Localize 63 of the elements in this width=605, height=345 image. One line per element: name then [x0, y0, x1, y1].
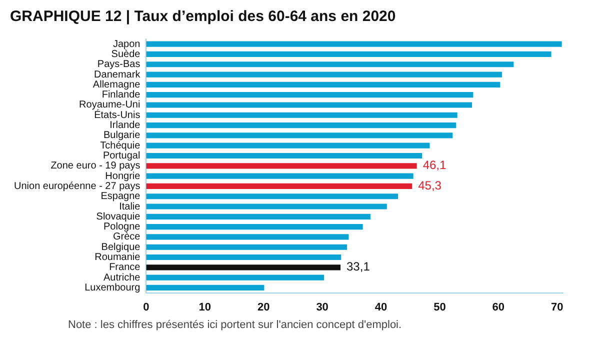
data-label: 46,1 — [422, 158, 447, 172]
y-tick-label: Irlande — [110, 120, 141, 132]
y-tick-label: États-Unis — [94, 108, 140, 121]
y-tick-label: Pays-Bas — [97, 59, 140, 70]
y-tick-label: Portugal — [102, 150, 140, 162]
bar — [146, 204, 387, 210]
bar — [146, 284, 264, 291]
x-tick-label: 50 — [434, 301, 446, 314]
x-tick-label: 60 — [492, 301, 505, 314]
bar — [146, 82, 500, 88]
text: Note : les chiffres présentés ici portent sur l'ancien concept d'emploi. — [68, 319, 403, 331]
x-tick-label: 70 — [551, 301, 564, 314]
y-tick-label: France — [109, 262, 141, 274]
bar — [146, 224, 363, 230]
x-tick-label: 30 — [316, 301, 328, 314]
bar — [146, 112, 458, 118]
y-tick-label: Allemagne — [92, 79, 141, 90]
y-tick-label: Royaume-Uni — [79, 100, 140, 111]
data-label: 45,3 — [418, 178, 442, 193]
bar — [146, 102, 472, 108]
bar — [146, 214, 370, 220]
y-tick-label: Danemark — [94, 69, 142, 80]
y-tick-label: Espagne — [100, 191, 141, 202]
y-tick-label: Finlande — [102, 90, 141, 101]
x-tick-label: 20 — [257, 301, 270, 314]
bar — [146, 142, 430, 148]
bar — [146, 152, 422, 159]
bar — [146, 122, 456, 128]
bar — [146, 234, 349, 240]
y-tick-label: Luxembourg — [84, 282, 140, 294]
bar — [146, 254, 342, 260]
y-tick-label: Union européenne - 27 pays — [14, 180, 140, 192]
x-tick-label: 10 — [198, 301, 212, 314]
y-tick-label: Roumanie — [94, 252, 141, 264]
y-tick-label: Slovaquie — [96, 211, 141, 222]
y-tick-label: Japon — [112, 38, 140, 50]
y-tick-label: Suède — [111, 48, 141, 60]
bar — [146, 194, 398, 200]
y-tick-label: Belgique — [101, 242, 141, 253]
y-tick-label: Grèce — [112, 232, 141, 243]
y-tick-label: Tchéquie — [100, 140, 141, 152]
bar — [146, 92, 474, 98]
y-tick-label: Italie — [119, 201, 141, 212]
bar — [146, 72, 502, 78]
y-tick-label: Autriche — [104, 272, 141, 284]
bar — [146, 173, 414, 179]
y-tick-label: Zone euro - 19 pays — [50, 160, 140, 172]
bar — [146, 183, 412, 189]
data-label: 33,1 — [346, 260, 370, 274]
chart-title: GRAPHIQUE 12 | Taux d’emploi des 60-64 ans en 2020 — [10, 8, 397, 25]
x-tick-label: 40 — [374, 301, 388, 314]
y-tick-label: Bulgarie — [104, 130, 141, 142]
bar — [146, 51, 552, 58]
bar — [146, 41, 562, 47]
bar — [146, 264, 341, 270]
y-tick-label: Pologne — [104, 222, 141, 233]
y-tick-label: Hongrie — [105, 170, 141, 182]
bar — [146, 274, 324, 280]
bar — [146, 163, 417, 169]
bar — [146, 62, 514, 68]
bar — [146, 132, 453, 138]
x-tick-label: 0 — [143, 301, 150, 314]
bar — [146, 244, 347, 250]
